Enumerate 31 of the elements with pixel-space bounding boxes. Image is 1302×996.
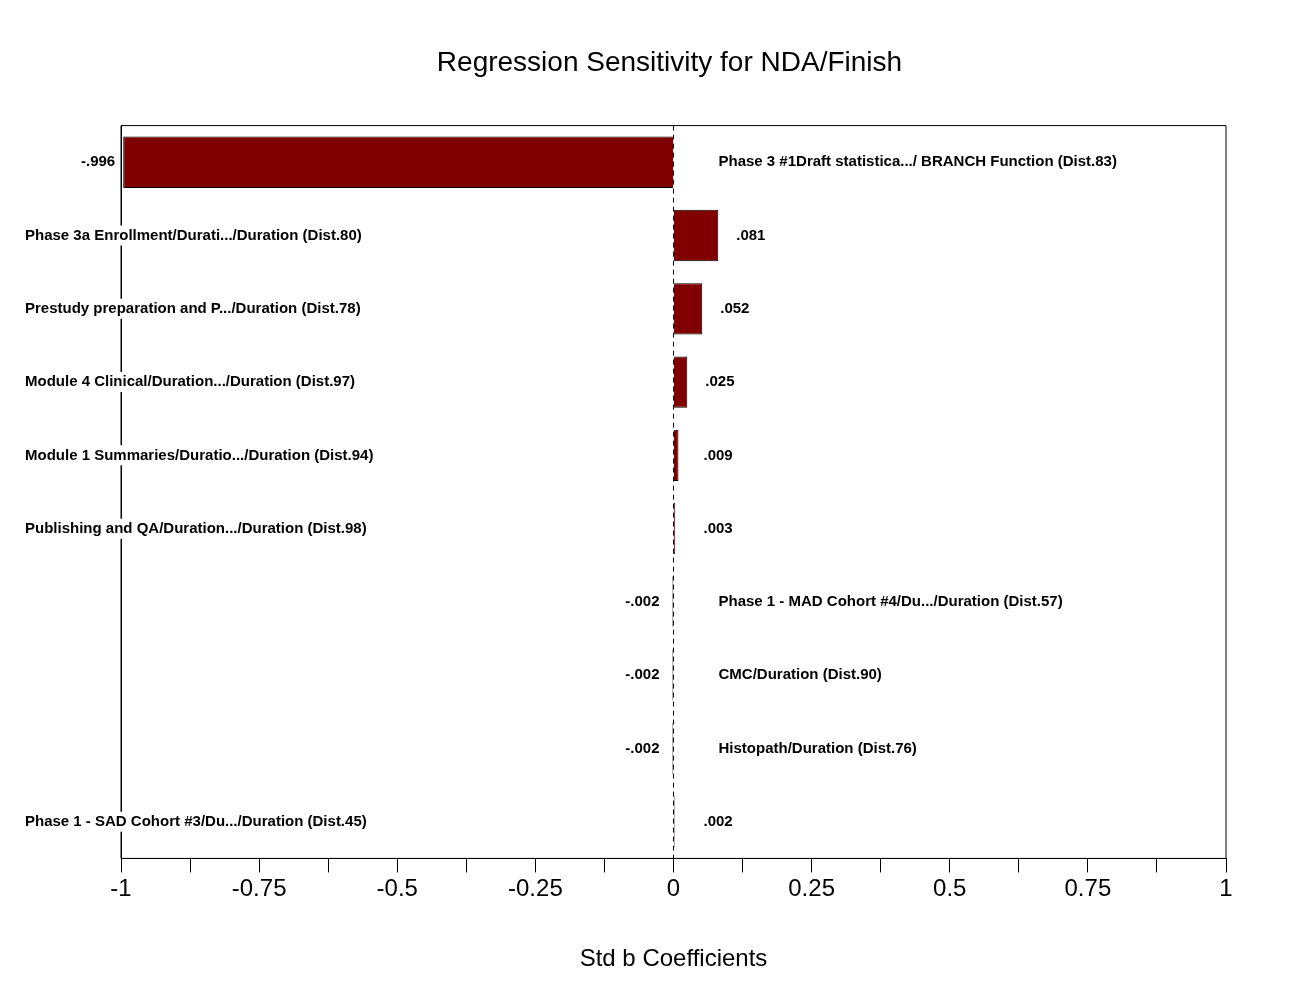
y-tick-label: Module 4 Clinical/Duration.../Duration (Dist.97) (25, 372, 356, 390)
data-label: .009 (703, 445, 733, 463)
x-tick-label: 0.5 (933, 874, 967, 902)
data-label: .081 (736, 225, 766, 243)
x-tick-label: 0.25 (788, 874, 835, 902)
data-label: .003 (703, 518, 733, 536)
y-tick-label: Module 1 Summaries/Duratio.../Duration (Dist.94) (25, 445, 374, 463)
x-tick-label: -1 (110, 874, 132, 902)
data-label: -.996 (81, 152, 116, 170)
chart-title: Regression Sensitivity for NDA/Finish (436, 45, 903, 77)
x-tick-label: -0.25 (508, 874, 563, 902)
x-tick-label: 0 (666, 874, 681, 902)
y-tick-label: Phase 3a Enrollment/Durati.../Duration (Dist.80) (25, 225, 362, 243)
y-tick-label: Prestudy preparation and P.../Duration (Dist.78) (25, 298, 361, 316)
y-tick-label: Publishing and QA/Duration.../Duration (Dist.98) (25, 518, 367, 536)
y-tick-label: Phase 3 #1Draft statistica.../ BRANCH Function (Dist.83) (718, 152, 1117, 170)
x-tick-label: -0.75 (231, 874, 287, 902)
data-label: .052 (720, 298, 750, 316)
y-tick-label: CMC/Duration (Dist.90) (718, 665, 882, 683)
data-label: -.002 (625, 592, 660, 610)
x-tick-label: -0.5 (376, 874, 418, 902)
data-label: .002 (703, 811, 733, 829)
x-tick-label: 0.75 (1064, 874, 1112, 902)
x-tick-label: 1 (1219, 874, 1233, 902)
x-axis-title: Std b Coefficients (579, 944, 768, 972)
data-label: -.002 (625, 738, 660, 756)
data-label: -.002 (625, 665, 660, 683)
y-tick-label: Phase 1 - SAD Cohort #3/Du.../Duration (Dist.45) (25, 811, 367, 829)
data-label: .025 (705, 372, 735, 390)
y-tick-label: Phase 1 - MAD Cohort #4/Du.../Duration (Dist.57) (718, 592, 1063, 610)
y-tick-label: Histopath/Duration (Dist.76) (718, 738, 917, 756)
